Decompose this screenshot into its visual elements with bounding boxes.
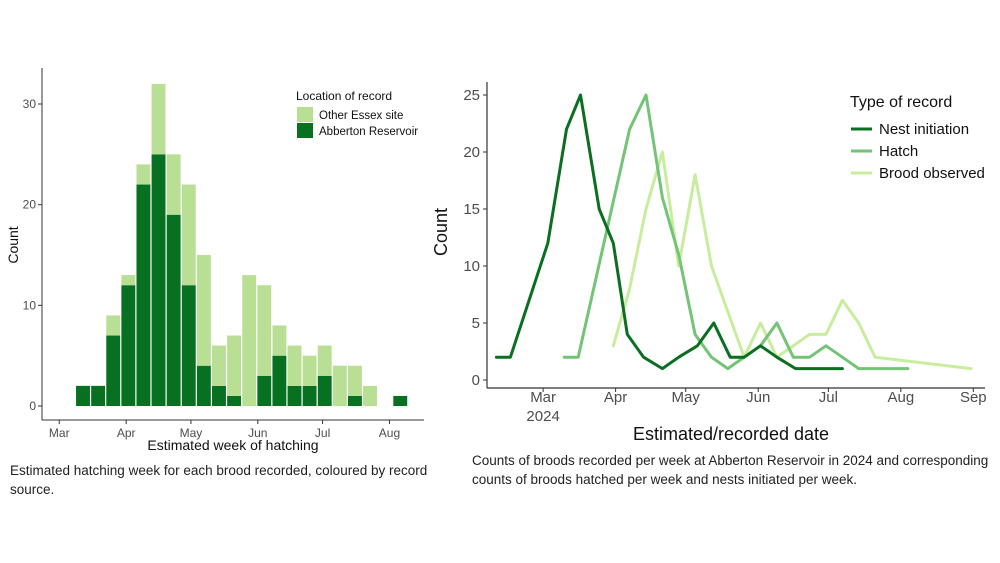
x-tick-label: Mar: [530, 389, 556, 406]
bar-abberton-reservoir: [196, 365, 211, 406]
y-tick-label: 0: [29, 399, 36, 413]
line-hatch: [562, 93, 910, 371]
x-tick-label: 2024: [526, 408, 559, 425]
y-tick-label: 20: [23, 198, 37, 212]
x-axis-title: Estimated/recorded date: [633, 424, 829, 444]
bar-other-essex-site: [166, 154, 181, 215]
bar-abberton-reservoir: [227, 395, 242, 406]
x-tick-label: Jun: [746, 389, 770, 406]
bar-abberton-reservoir: [76, 385, 90, 406]
bar-abberton-reservoir: [181, 285, 196, 406]
y-tick-label: 10: [463, 258, 480, 275]
bar-abberton-reservoir: [287, 385, 302, 406]
x-tick-label: May: [180, 426, 203, 440]
right-figure-caption: Counts of broods recorded per week at Ab…: [472, 453, 989, 487]
bar-other-essex-site: [196, 255, 211, 366]
line-brood-observed: [611, 150, 973, 371]
x-tick-label: Jul: [819, 389, 838, 406]
bar-other-essex-site: [121, 275, 136, 286]
y-tick-label: 0: [472, 372, 480, 389]
bar-abberton-reservoir: [106, 335, 121, 406]
x-tick-label: Jun: [248, 426, 267, 440]
bar-other-essex-site: [242, 275, 257, 406]
left-figure-caption: Estimated hatching week for each brood r…: [10, 463, 428, 497]
bar-abberton-reservoir: [91, 385, 106, 406]
x-tick-label: Aug: [887, 389, 914, 406]
bar-abberton-reservoir: [166, 214, 181, 406]
y-tick-label: 30: [23, 97, 37, 111]
bar-other-essex-site: [317, 345, 332, 376]
y-tick-label: 20: [463, 144, 480, 161]
bar-other-essex-site: [151, 83, 166, 155]
legend-label-nest-initiation: Nest initiation: [879, 121, 969, 138]
bar-other-essex-site: [212, 345, 226, 386]
legend-label-other-essex-site: Other Essex site: [319, 110, 403, 122]
y-axis-title: Count: [5, 226, 21, 263]
bar-other-essex-site: [302, 355, 317, 386]
legend-label-abberton-reservoir: Abberton Reservoir: [319, 126, 418, 138]
bar-abberton-reservoir: [257, 375, 272, 406]
bar-other-essex-site: [227, 335, 242, 396]
bar-other-essex-site: [257, 285, 272, 376]
y-tick-label: 25: [463, 87, 480, 104]
legend-swatch-other-essex-site: [297, 107, 313, 122]
y-tick-label: 5: [472, 315, 480, 332]
bar-abberton-reservoir: [302, 385, 317, 406]
y-axis-title: Count: [431, 208, 451, 256]
x-tick-label: Aug: [379, 426, 400, 440]
bar-other-essex-site: [347, 365, 362, 396]
bar-abberton-reservoir: [121, 285, 136, 406]
x-tick-label: Jul: [315, 426, 330, 440]
y-tick-label: 15: [463, 201, 480, 218]
x-tick-label: Mar: [49, 426, 70, 440]
legend-title: Location of record: [296, 89, 392, 103]
bar-other-essex-site: [287, 345, 302, 386]
x-axis-title: Estimated week of hatching: [147, 437, 318, 453]
bar-other-essex-site: [272, 325, 287, 356]
bar-abberton-reservoir: [272, 355, 287, 406]
legend-title: Type of record: [850, 94, 952, 111]
legend-swatch-abberton-reservoir: [297, 123, 313, 138]
bar-other-essex-site: [363, 385, 377, 406]
x-tick-label: May: [672, 389, 701, 406]
bar-abberton-reservoir: [151, 154, 166, 406]
legend-label-brood-observed: Brood observed: [879, 165, 985, 182]
bar-abberton-reservoir: [212, 385, 226, 406]
line-nest-initiation: [494, 93, 844, 371]
x-tick-label: Apr: [604, 389, 627, 406]
x-tick-label: Apr: [117, 426, 136, 440]
bar-abberton-reservoir: [393, 395, 408, 406]
bar-other-essex-site: [106, 315, 121, 336]
legend-label-hatch: Hatch: [879, 143, 918, 160]
x-tick-label: Sep: [960, 389, 987, 406]
bar-other-essex-site: [332, 365, 347, 406]
bar-other-essex-site: [136, 164, 151, 185]
bar-other-essex-site: [181, 184, 196, 286]
bar-abberton-reservoir: [136, 184, 151, 406]
bar-abberton-reservoir: [317, 375, 332, 406]
y-tick-label: 10: [23, 298, 37, 312]
bar-abberton-reservoir: [347, 395, 362, 406]
